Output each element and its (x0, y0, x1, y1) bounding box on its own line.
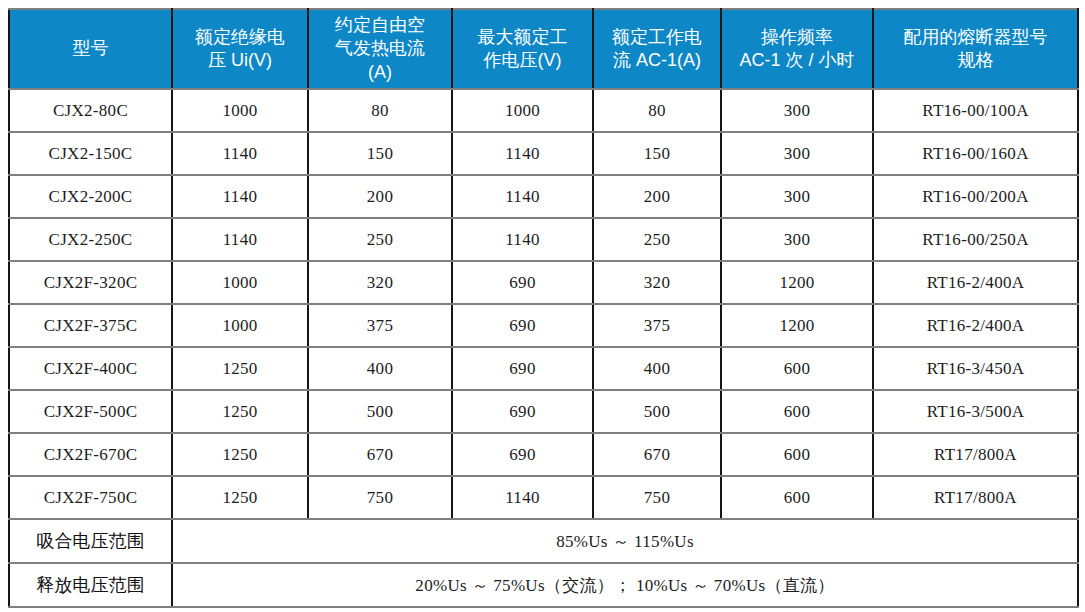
table-cell: 300 (721, 89, 873, 132)
table-cell: 1000 (172, 89, 308, 132)
table-cell: 500 (308, 390, 452, 433)
fuse-cell: RT16-3/500A (873, 390, 1078, 433)
footer-value-pickup-voltage-range: 85%Us ～ 115%Us (172, 519, 1078, 563)
table-cell: 250 (593, 218, 721, 261)
table-row: CJX2-200C 1140 200 1140 200 300 RT16-00/… (9, 175, 1078, 218)
footer-value-release-voltage-range: 20%Us ～ 75%Us（交流）； 10%Us ～ 70%Us（直流） (172, 563, 1078, 607)
table-header: 型号 额定绝缘电 压 Ui(V) 约定自由空 气发热电流 (A) 最大额定工 作… (9, 9, 1078, 89)
table-cell: 1000 (172, 304, 308, 347)
page: 型号 额定绝缘电 压 Ui(V) 约定自由空 气发热电流 (A) 最大额定工 作… (0, 0, 1085, 612)
column-header-operation-frequency: 操作频率 AC-1 次 / 小时 (721, 9, 873, 89)
fuse-cell: RT16-00/200A (873, 175, 1078, 218)
table-body: CJX2-80C 1000 80 1000 80 300 RT16-00/100… (9, 89, 1078, 607)
table-cell: 300 (721, 132, 873, 175)
table-row: CJX2F-670C 1250 670 690 670 600 RT17/800… (9, 433, 1078, 476)
table-cell: 600 (721, 347, 873, 390)
model-cell: CJX2F-375C (9, 304, 172, 347)
table-cell: 1140 (452, 132, 593, 175)
table-cell: 690 (452, 347, 593, 390)
table-cell: 375 (593, 304, 721, 347)
table-cell: 670 (593, 433, 721, 476)
footer-label-pickup-voltage-range: 吸合电压范围 (9, 519, 172, 563)
table-cell: 400 (308, 347, 452, 390)
fuse-cell: RT17/800A (873, 433, 1078, 476)
table-cell: 320 (593, 261, 721, 304)
column-header-model: 型号 (9, 9, 172, 89)
fuse-cell: RT16-2/400A (873, 261, 1078, 304)
table-row-pickup-voltage: 吸合电压范围 85%Us ～ 115%Us (9, 519, 1078, 563)
table-cell: 1140 (452, 175, 593, 218)
table-cell: 600 (721, 390, 873, 433)
table-cell: 320 (308, 261, 452, 304)
model-cell: CJX2-250C (9, 218, 172, 261)
table-cell: 1140 (452, 218, 593, 261)
model-cell: CJX2F-750C (9, 476, 172, 519)
table-row: CJX2F-750C 1250 750 1140 750 600 RT17/80… (9, 476, 1078, 519)
table-cell: 300 (721, 175, 873, 218)
table-cell: 1140 (172, 218, 308, 261)
table-cell: 500 (593, 390, 721, 433)
table-row: CJX2F-400C 1250 400 690 400 600 RT16-3/4… (9, 347, 1078, 390)
table-cell: 600 (721, 476, 873, 519)
table-cell: 690 (452, 261, 593, 304)
footer-label-release-voltage-range: 释放电压范围 (9, 563, 172, 607)
contactor-spec-table: 型号 额定绝缘电 压 Ui(V) 约定自由空 气发热电流 (A) 最大额定工 作… (8, 8, 1079, 608)
table-row: CJX2F-320C 1000 320 690 320 1200 RT16-2/… (9, 261, 1078, 304)
table-row: CJX2-80C 1000 80 1000 80 300 RT16-00/100… (9, 89, 1078, 132)
column-header-fuse-spec: 配用的熔断器型号 规格 (873, 9, 1078, 89)
table-cell: 1140 (172, 175, 308, 218)
table-cell: 150 (308, 132, 452, 175)
model-cell: CJX2F-500C (9, 390, 172, 433)
fuse-cell: RT16-2/400A (873, 304, 1078, 347)
table-cell: 1140 (452, 476, 593, 519)
table-row: CJX2-250C 1140 250 1140 250 300 RT16-00/… (9, 218, 1078, 261)
table-cell: 1250 (172, 347, 308, 390)
model-cell: CJX2F-400C (9, 347, 172, 390)
model-cell: CJX2F-670C (9, 433, 172, 476)
table-cell: 150 (593, 132, 721, 175)
fuse-cell: RT17/800A (873, 476, 1078, 519)
table-cell: 690 (452, 304, 593, 347)
table-cell: 1250 (172, 433, 308, 476)
table-cell: 750 (308, 476, 452, 519)
table-cell: 1000 (452, 89, 593, 132)
table-cell: 200 (593, 175, 721, 218)
table-cell: 690 (452, 433, 593, 476)
table-cell: 1250 (172, 390, 308, 433)
fuse-cell: RT16-00/250A (873, 218, 1078, 261)
column-header-working-current: 额定工作电 流 AC-1(A) (593, 9, 721, 89)
fuse-cell: RT16-00/160A (873, 132, 1078, 175)
header-row: 型号 额定绝缘电 压 Ui(V) 约定自由空 气发热电流 (A) 最大额定工 作… (9, 9, 1078, 89)
table-cell: 375 (308, 304, 452, 347)
table-cell: 750 (593, 476, 721, 519)
table-row: CJX2F-375C 1000 375 690 375 1200 RT16-2/… (9, 304, 1078, 347)
model-cell: CJX2-80C (9, 89, 172, 132)
column-header-thermal-current: 约定自由空 气发热电流 (A) (308, 9, 452, 89)
table-cell: 1200 (721, 261, 873, 304)
table-cell: 200 (308, 175, 452, 218)
table-cell: 1250 (172, 476, 308, 519)
table-cell: 1200 (721, 304, 873, 347)
table-cell: 80 (308, 89, 452, 132)
model-cell: CJX2F-320C (9, 261, 172, 304)
table-cell: 1000 (172, 261, 308, 304)
column-header-max-working-voltage: 最大额定工 作电压(V) (452, 9, 593, 89)
table-cell: 400 (593, 347, 721, 390)
table-row-release-voltage: 释放电压范围 20%Us ～ 75%Us（交流）； 10%Us ～ 70%Us（… (9, 563, 1078, 607)
table-cell: 670 (308, 433, 452, 476)
table-cell: 1140 (172, 132, 308, 175)
model-cell: CJX2-200C (9, 175, 172, 218)
column-header-insulation-voltage: 额定绝缘电 压 Ui(V) (172, 9, 308, 89)
table-cell: 250 (308, 218, 452, 261)
table-cell: 80 (593, 89, 721, 132)
table-row: CJX2F-500C 1250 500 690 500 600 RT16-3/5… (9, 390, 1078, 433)
model-cell: CJX2-150C (9, 132, 172, 175)
table-cell: 600 (721, 433, 873, 476)
fuse-cell: RT16-00/100A (873, 89, 1078, 132)
table-row: CJX2-150C 1140 150 1140 150 300 RT16-00/… (9, 132, 1078, 175)
table-cell: 690 (452, 390, 593, 433)
fuse-cell: RT16-3/450A (873, 347, 1078, 390)
table-cell: 300 (721, 218, 873, 261)
